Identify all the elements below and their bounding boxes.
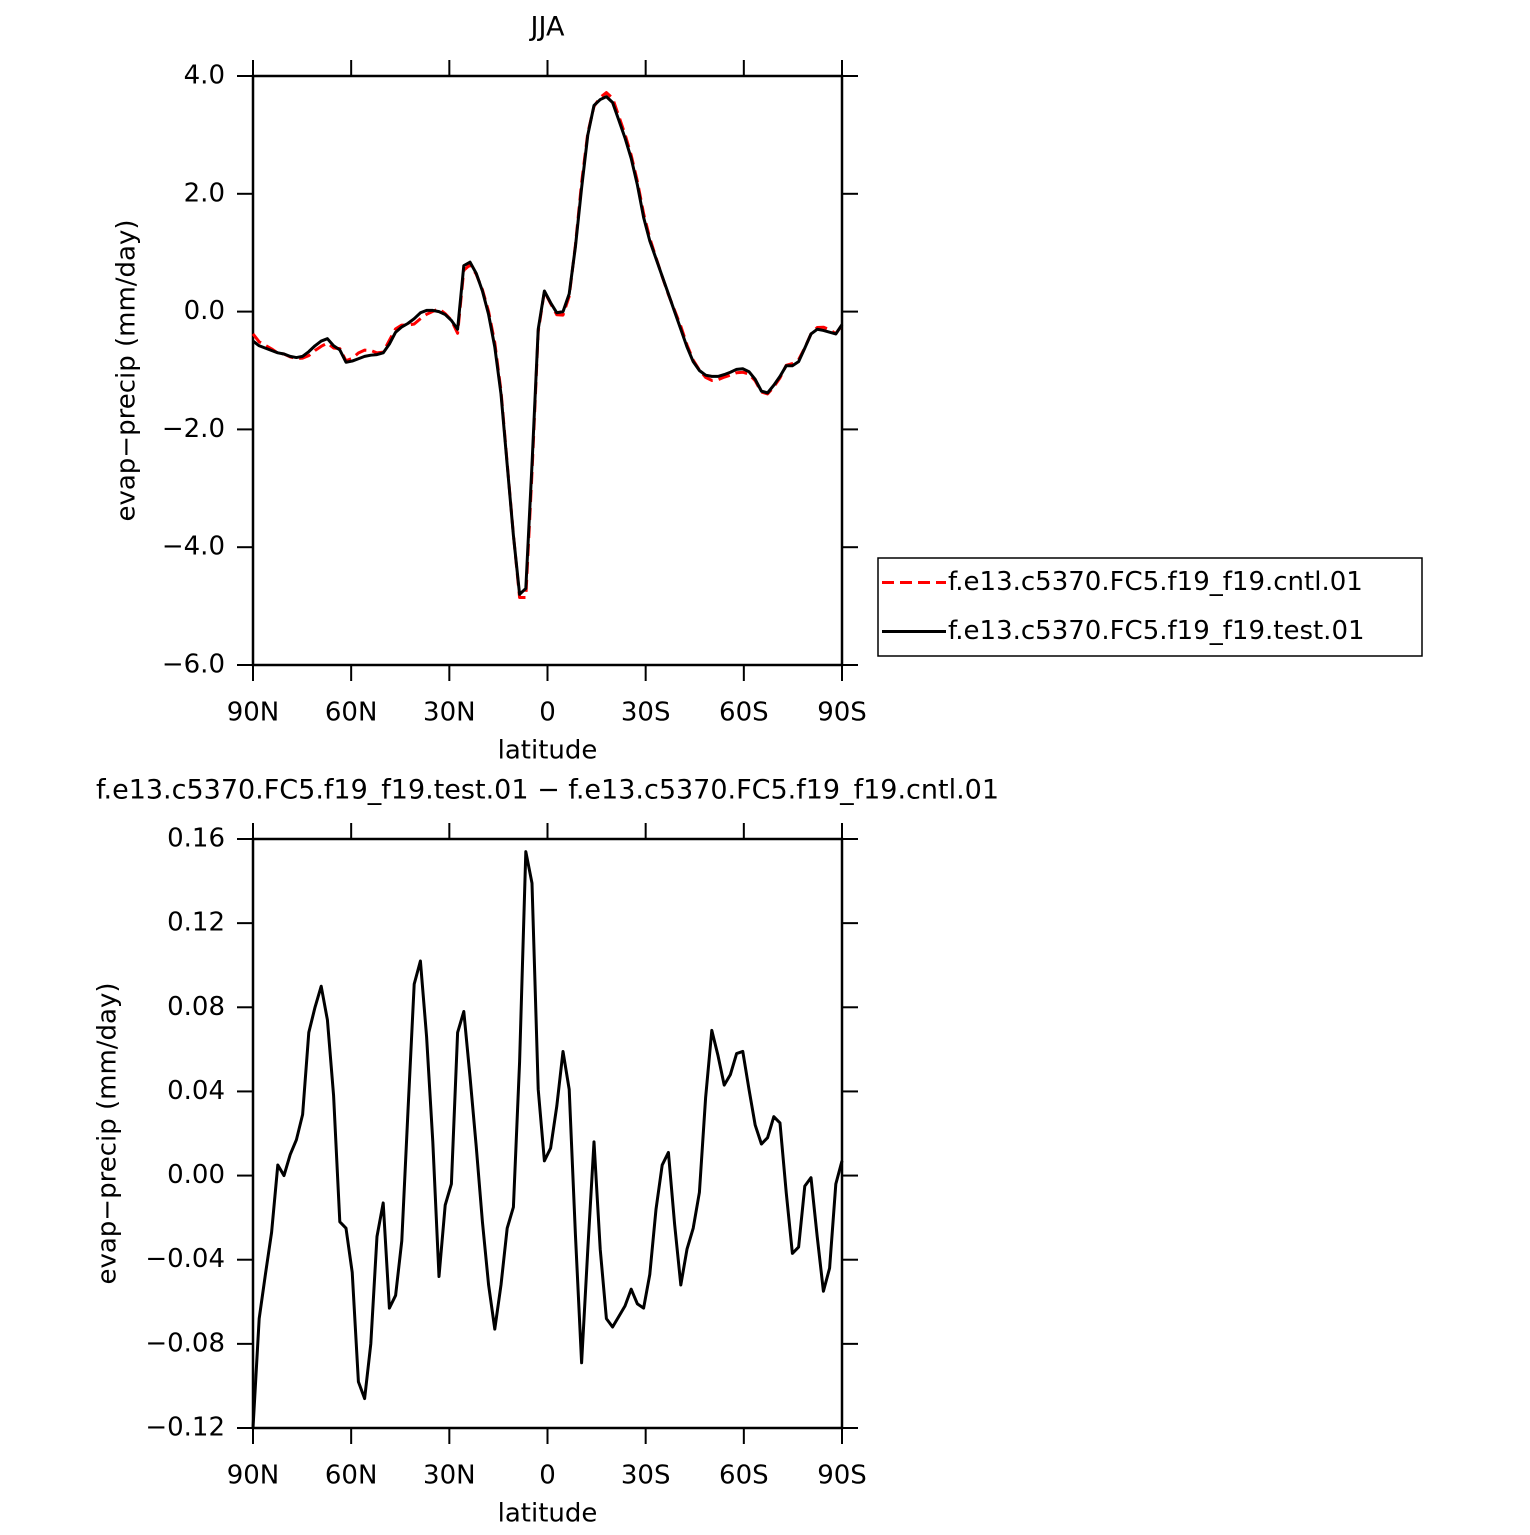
series-line <box>251 91 844 599</box>
y-axis-label: evap−precip (mm/day) <box>93 982 123 1284</box>
x-tick-label: 60N <box>325 1461 378 1491</box>
x-axis-label: latitude <box>498 1499 598 1529</box>
x-tick-label: 30S <box>621 1461 671 1491</box>
y-tick-label: −0.04 <box>145 1244 225 1274</box>
y-tick-label: 0.12 <box>167 908 225 938</box>
y-tick-label: 0.00 <box>167 1160 225 1190</box>
x-tick-label: 0 <box>539 1461 556 1491</box>
x-tick-label: 60N <box>325 698 378 728</box>
series-line <box>252 95 844 596</box>
x-tick-label: 30S <box>621 698 671 728</box>
y-tick-label: 0.04 <box>167 1076 225 1106</box>
y-tick-label: −0.12 <box>145 1413 225 1443</box>
legend-box <box>877 557 1423 657</box>
x-tick-label: 90N <box>227 698 280 728</box>
x-tick-label: 60S <box>719 1461 769 1491</box>
y-tick-label: 0.08 <box>167 992 225 1022</box>
y-tick-label: −6.0 <box>162 650 225 680</box>
x-tick-label: 30N <box>423 1461 476 1491</box>
x-tick-label: 90S <box>817 698 867 728</box>
x-tick-label: 90S <box>817 1461 867 1491</box>
x-tick-label: 30N <box>423 698 476 728</box>
chart-title: JJA <box>529 12 565 43</box>
x-tick-label: 90N <box>227 1461 280 1491</box>
chart-title: f.e13.c5370.FC5.f19_f19.test.01 − f.e13.… <box>96 775 999 806</box>
x-axis-label: latitude <box>498 736 598 766</box>
legend-label: f.e13.c5370.FC5.f19_f19.cntl.01 <box>948 567 1363 597</box>
y-tick-label: 4.0 <box>184 61 225 91</box>
y-tick-label: −4.0 <box>162 532 225 562</box>
series-line <box>251 850 844 1429</box>
x-tick-label: 0 <box>539 698 556 728</box>
y-tick-label: −0.08 <box>145 1328 225 1358</box>
y-tick-label: 0.16 <box>167 824 225 854</box>
y-tick-label: 0.0 <box>184 296 225 326</box>
y-tick-label: 2.0 <box>184 178 225 208</box>
legend-label: f.e13.c5370.FC5.f19_f19.test.01 <box>948 616 1365 646</box>
x-tick-label: 60S <box>719 698 769 728</box>
plot-frame <box>251 837 844 1430</box>
y-tick-label: −2.0 <box>162 414 225 444</box>
y-axis-label: evap−precip (mm/day) <box>112 219 142 521</box>
plot-frame <box>251 74 844 667</box>
